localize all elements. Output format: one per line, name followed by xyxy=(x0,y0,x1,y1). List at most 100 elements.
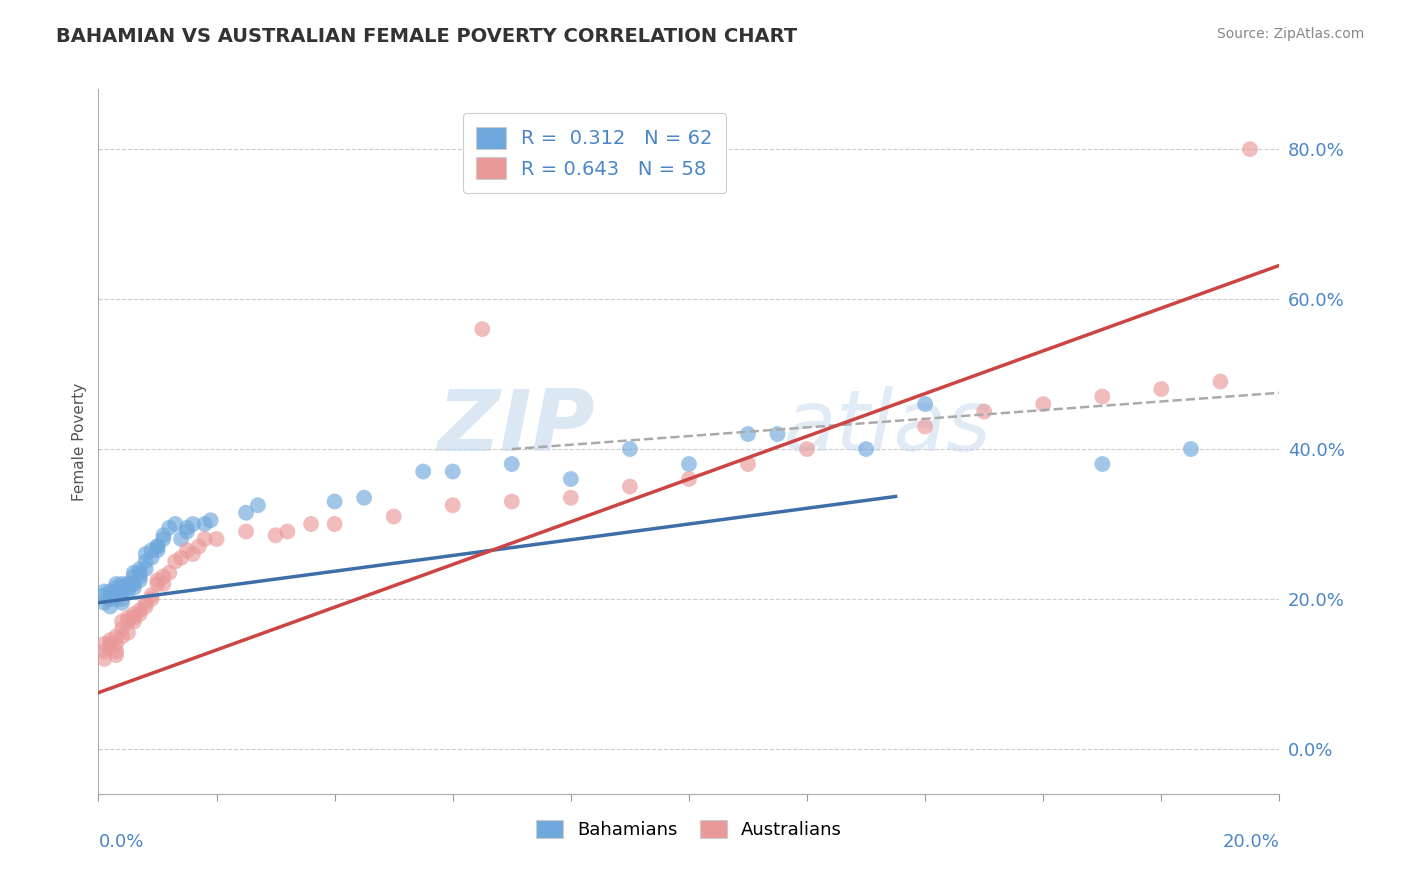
Point xyxy=(1180,442,1202,456)
Point xyxy=(98,588,121,602)
Point xyxy=(128,607,150,621)
Point xyxy=(111,584,134,599)
Point xyxy=(98,591,121,606)
Point xyxy=(141,543,163,558)
Point xyxy=(299,516,322,531)
Point xyxy=(200,513,222,527)
Point xyxy=(105,591,128,606)
Legend: Bahamians, Australians: Bahamians, Australians xyxy=(527,811,851,848)
Point xyxy=(187,540,209,554)
Point xyxy=(157,566,180,580)
Point xyxy=(93,588,115,602)
Point xyxy=(152,528,174,542)
Point xyxy=(176,524,198,539)
Point xyxy=(471,322,494,336)
Point xyxy=(135,554,157,568)
Point xyxy=(678,472,700,486)
Point xyxy=(98,637,121,651)
Point xyxy=(766,427,789,442)
Point xyxy=(122,577,145,591)
Point xyxy=(135,596,157,610)
Point xyxy=(105,577,128,591)
Point xyxy=(105,644,128,658)
Point xyxy=(353,491,375,505)
Point xyxy=(135,562,157,576)
Point xyxy=(619,479,641,493)
Y-axis label: Female Poverty: Female Poverty xyxy=(72,383,87,500)
Point xyxy=(146,543,169,558)
Point xyxy=(105,581,128,595)
Point xyxy=(194,532,217,546)
Point xyxy=(165,516,187,531)
Point xyxy=(412,465,434,479)
Point xyxy=(93,652,115,666)
Point xyxy=(111,596,134,610)
Point xyxy=(141,588,163,602)
Point xyxy=(146,573,169,587)
Point xyxy=(441,465,464,479)
Point xyxy=(122,569,145,583)
Point xyxy=(914,419,936,434)
Point xyxy=(855,442,877,456)
Point xyxy=(737,427,759,442)
Point xyxy=(93,596,115,610)
Point xyxy=(117,611,139,625)
Point xyxy=(141,550,163,565)
Point xyxy=(135,599,157,614)
Point xyxy=(122,566,145,580)
Point xyxy=(914,397,936,411)
Point xyxy=(128,603,150,617)
Point xyxy=(98,599,121,614)
Point xyxy=(111,615,134,629)
Point xyxy=(117,577,139,591)
Text: 0.0%: 0.0% xyxy=(98,832,143,851)
Point xyxy=(1032,397,1054,411)
Point xyxy=(276,524,298,539)
Point xyxy=(146,540,169,554)
Point xyxy=(152,577,174,591)
Point xyxy=(194,516,217,531)
Point xyxy=(98,584,121,599)
Point xyxy=(796,442,818,456)
Point xyxy=(111,591,134,606)
Point xyxy=(117,581,139,595)
Point xyxy=(122,581,145,595)
Point xyxy=(170,532,193,546)
Point xyxy=(105,637,128,651)
Point xyxy=(1150,382,1173,396)
Point xyxy=(105,630,128,644)
Point xyxy=(111,622,134,636)
Point xyxy=(128,562,150,576)
Point xyxy=(441,498,464,512)
Point xyxy=(1239,142,1261,156)
Point xyxy=(176,543,198,558)
Point xyxy=(246,498,269,512)
Point xyxy=(235,524,257,539)
Point xyxy=(323,494,346,508)
Point xyxy=(117,577,139,591)
Point xyxy=(501,494,523,508)
Point xyxy=(1209,375,1232,389)
Point xyxy=(128,569,150,583)
Text: Source: ZipAtlas.com: Source: ZipAtlas.com xyxy=(1216,27,1364,41)
Point xyxy=(111,581,134,595)
Point xyxy=(165,554,187,568)
Point xyxy=(122,611,145,625)
Point xyxy=(181,547,204,561)
Point xyxy=(122,615,145,629)
Point xyxy=(560,472,582,486)
Point xyxy=(737,457,759,471)
Point xyxy=(235,506,257,520)
Point xyxy=(111,630,134,644)
Point xyxy=(105,648,128,663)
Point xyxy=(205,532,228,546)
Point xyxy=(146,577,169,591)
Point xyxy=(619,442,641,456)
Point xyxy=(678,457,700,471)
Point xyxy=(264,528,287,542)
Point xyxy=(93,637,115,651)
Point xyxy=(146,540,169,554)
Point xyxy=(176,521,198,535)
Point xyxy=(560,491,582,505)
Point xyxy=(152,532,174,546)
